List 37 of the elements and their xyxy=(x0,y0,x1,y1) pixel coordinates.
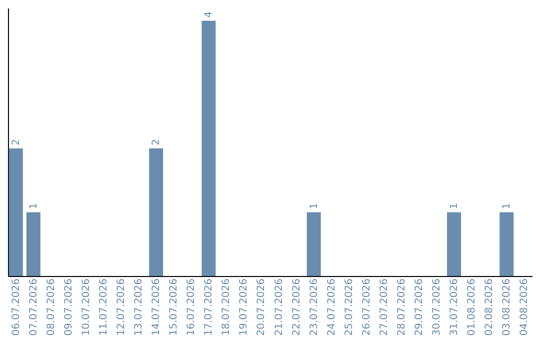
x-tick-label: 01.08.2026 xyxy=(466,278,478,336)
x-tick-label: 03.08.2026 xyxy=(502,278,513,336)
x-tick-label: 31.07.2026 xyxy=(449,278,460,336)
x-tick-label: 21.07.2026 xyxy=(274,278,285,336)
x-tick-label: 18.07.2026 xyxy=(221,278,232,336)
x-tick-label: 25.07.2026 xyxy=(344,278,355,336)
x-tick-label: 12.07.2026 xyxy=(116,278,128,336)
x-tick-label: 17.07.2026 xyxy=(204,278,215,336)
data-label: 1 xyxy=(308,202,320,210)
x-tick-label: 06.07.2026 xyxy=(10,278,22,336)
data-label: 2 xyxy=(151,139,162,146)
x-tick-label: 16.07.2026 xyxy=(186,278,198,336)
x-tick-label: 26.07.2026 xyxy=(361,278,372,336)
data-label: 4 xyxy=(204,11,215,18)
x-tick-label: 15.07.2026 xyxy=(168,278,180,336)
x-tick-label: 19.07.2026 xyxy=(238,278,250,336)
x-tick-label: 20.07.2026 xyxy=(256,278,268,336)
x-tick-label: 28.07.2026 xyxy=(396,278,408,336)
x-tick-label: 11.07.2026 xyxy=(98,278,110,336)
data-label: 1 xyxy=(449,202,460,210)
x-tick-label: 13.07.2026 xyxy=(134,278,145,336)
data-label: 1 xyxy=(502,202,513,210)
x-tick-label: 27.07.2026 xyxy=(378,278,390,336)
x-tick-label: 07.07.2026 xyxy=(28,278,40,336)
x-tick-label: 22.07.2026 xyxy=(291,278,302,336)
x-tick-label: 24.07.2026 xyxy=(326,278,338,336)
x-tick-label: 04.08.2026 xyxy=(519,278,530,336)
x-tick-label: 14.07.2026 xyxy=(151,278,162,336)
data-label: 2 xyxy=(10,139,22,146)
data-label: 1 xyxy=(28,202,40,210)
x-tick-label: 30.07.2026 xyxy=(431,278,442,336)
x-tick-label: 23.07.2026 xyxy=(308,278,320,336)
x-tick-label: 08.07.2026 xyxy=(46,278,57,336)
x-tick-label: 09.07.2026 xyxy=(63,278,74,336)
x-tick-label: 29.07.2026 xyxy=(414,278,425,336)
x-tick-label: 10.07.2026 xyxy=(80,278,92,336)
x-tick-label: 02.08.2026 xyxy=(484,278,496,336)
